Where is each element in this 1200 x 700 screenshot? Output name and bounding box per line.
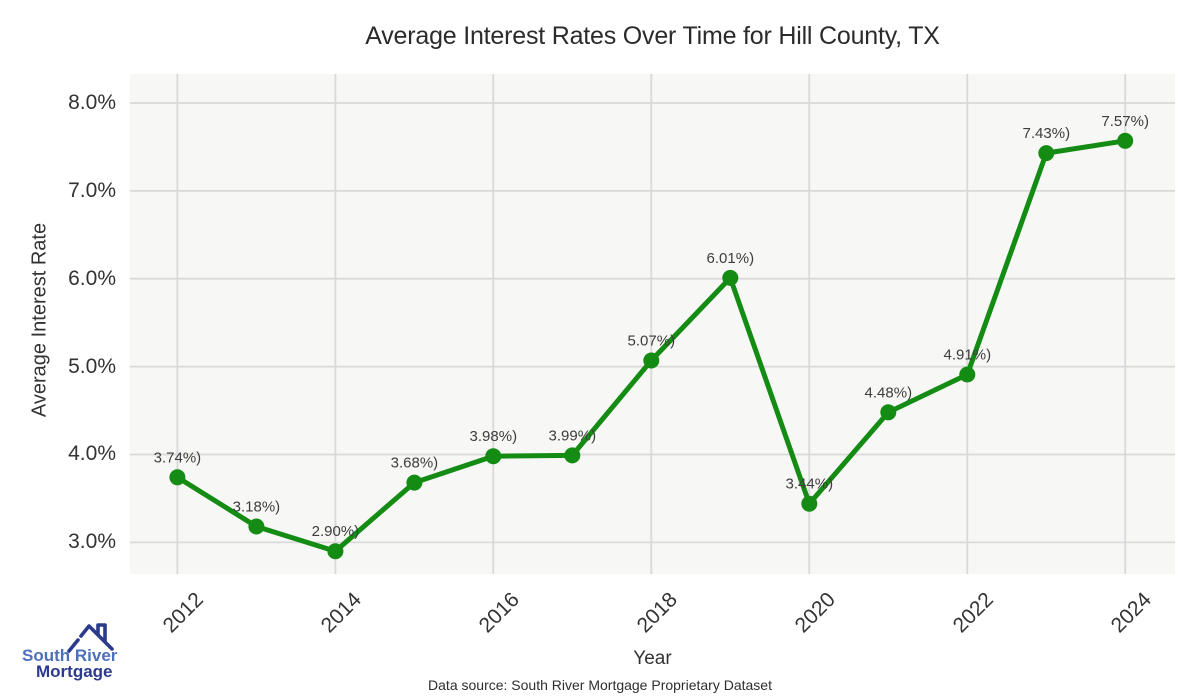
y-axis-tick-label: 4.0% — [68, 442, 116, 466]
data-point — [564, 447, 581, 464]
data-point — [1038, 145, 1055, 162]
data-point-label: 2.90%) — [312, 523, 360, 540]
logo-text-south-river: South River — [22, 646, 118, 665]
y-axis-tick-label: 5.0% — [68, 354, 116, 378]
data-point-label: 7.57%) — [1101, 113, 1149, 130]
south-river-mortgage-logo: South River Mortgage — [20, 616, 140, 686]
data-point-label: 3.99%) — [549, 427, 597, 444]
data-point-label: 3.74%) — [154, 449, 202, 466]
data-source-caption: Data source: South River Mortgage Propri… — [428, 677, 772, 693]
y-axis-tick-label: 8.0% — [68, 90, 116, 114]
data-point-label: 3.44%) — [786, 476, 834, 493]
data-point — [722, 269, 739, 286]
chart-title: Average Interest Rates Over Time for Hil… — [365, 22, 940, 50]
data-point — [248, 518, 265, 535]
x-axis-tick-label: 2012 — [158, 588, 208, 638]
data-point-label: 4.48%) — [865, 384, 913, 401]
data-point — [880, 404, 897, 421]
x-axis-label: Year — [633, 648, 672, 669]
y-axis-tick-label: 3.0% — [68, 530, 116, 554]
logo-text-mortgage: Mortgage — [36, 662, 113, 681]
x-axis-tick-label: 2024 — [1106, 588, 1156, 638]
data-point-label: 3.98%) — [470, 428, 518, 445]
data-point — [959, 366, 976, 383]
data-point — [406, 474, 423, 491]
x-axis-tick-label: 2020 — [790, 588, 840, 638]
y-axis-label: Average Interest Rate — [28, 222, 51, 418]
plot-area: 3.74%) 3.18%) 2.90%) 3.68%) 3.98%) 3.99%) 5.07… — [130, 74, 1175, 574]
y-axis-tick-label: 6.0% — [68, 266, 116, 290]
data-point-label: 3.68%) — [391, 455, 439, 472]
data-point — [643, 352, 660, 369]
data-point — [801, 495, 818, 512]
data-point-label: 3.18%) — [233, 499, 281, 516]
y-axis-tick-label: 7.0% — [68, 178, 116, 202]
data-point — [327, 543, 344, 560]
data-point — [169, 469, 186, 486]
x-axis-tick-label: 2022 — [948, 588, 998, 638]
data-point-label: 7.43%) — [1023, 125, 1071, 142]
data-point-label: 4.91%) — [944, 347, 992, 364]
x-axis-tick-label: 2018 — [632, 588, 682, 638]
data-point — [485, 448, 502, 465]
plot-background — [130, 74, 1175, 574]
data-point-label: 6.01%) — [707, 250, 755, 267]
x-axis-tick-label: 2016 — [474, 588, 524, 638]
house-roof-icon — [67, 623, 114, 653]
data-point-label: 5.07%) — [628, 333, 676, 350]
data-point — [1117, 132, 1134, 149]
x-axis-tick-label: 2014 — [316, 588, 366, 638]
